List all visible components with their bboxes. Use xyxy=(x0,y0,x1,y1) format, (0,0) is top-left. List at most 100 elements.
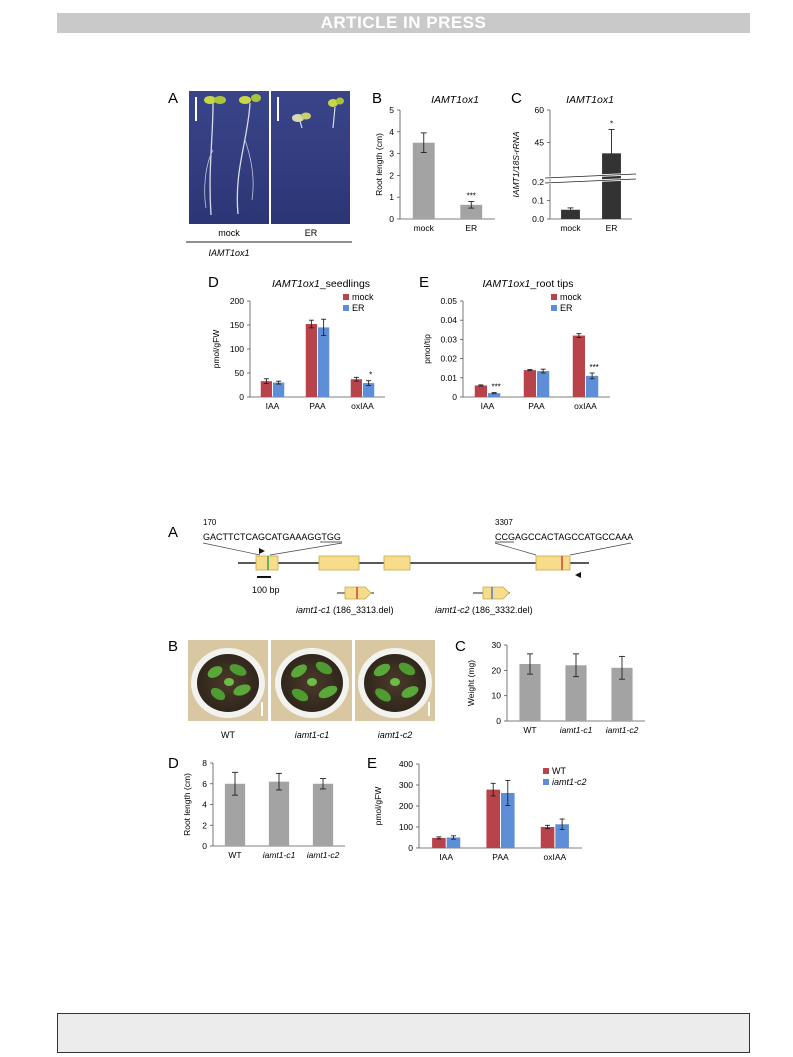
y-tick-label: 0.04 xyxy=(440,315,457,325)
bar xyxy=(460,204,483,219)
callout-line xyxy=(202,542,261,556)
bar xyxy=(540,827,555,848)
y-tick-label: 0.2 xyxy=(532,177,544,187)
bar xyxy=(363,383,375,397)
legend-label: WT xyxy=(552,766,566,776)
genotype-label: IAMT1ox1 xyxy=(208,248,249,258)
fig2-panel-a: A 170 GACTTCTCAGCATGAAAGGTGG 3307 CCGAGC… xyxy=(168,518,633,615)
bar xyxy=(260,381,272,397)
bar xyxy=(611,667,633,721)
leaf xyxy=(328,99,338,107)
callout-line xyxy=(569,542,632,556)
y-tick-label: 1 xyxy=(389,192,394,202)
y-tick-label: 0.1 xyxy=(532,196,544,206)
y-tick-label: 0 xyxy=(408,843,413,853)
mock-seedling-photo xyxy=(189,91,269,224)
panel-letter: A xyxy=(168,524,178,541)
panel-letter-b: B xyxy=(372,90,382,107)
y-tick-label: 50 xyxy=(235,368,245,378)
x-tick-label: WT xyxy=(523,725,536,735)
panel-letter-e: E xyxy=(419,274,429,291)
y-axis-label: pmol/tip xyxy=(422,334,432,364)
x-tick-label: iamt1-c1 xyxy=(263,850,296,860)
y-tick-label: 0 xyxy=(239,392,244,402)
bar xyxy=(501,792,515,848)
chart-title: IAMT1ox1 xyxy=(566,94,614,106)
callout-line xyxy=(494,542,537,556)
significance-label: *** xyxy=(589,363,598,372)
y-tick-label: 60 xyxy=(535,105,545,115)
x-tick-label: PAA xyxy=(492,852,509,862)
fig2-panel-b: B xyxy=(168,638,435,740)
wt-label: WT xyxy=(221,730,235,740)
bar xyxy=(412,142,435,219)
root-line xyxy=(204,149,214,209)
chart-title: IAMT1ox1 xyxy=(431,94,479,106)
legend-swatch xyxy=(551,305,557,311)
x-tick-label: iamt1-c1 xyxy=(560,725,593,735)
x-tick-label: IAA xyxy=(266,401,280,411)
y-tick-label: 0 xyxy=(389,214,394,224)
x-tick-label: PAA xyxy=(309,401,326,411)
bar xyxy=(305,324,317,397)
allele1-model xyxy=(344,586,372,600)
chart-f2d: 0 2 4 6 8 WT iamt1-c1 iamt1-c2 Root length (cm) xyxy=(182,758,345,860)
y-tick-label: 300 xyxy=(399,780,413,790)
significance-label: *** xyxy=(467,192,476,201)
chart-f1c: 0.0 0.1 0.2 45 60 mock ER * IAMT1/18S-rRNA IAMT1o… xyxy=(511,94,637,233)
y-tick-label: 45 xyxy=(535,138,545,148)
axis-break-mark xyxy=(544,173,637,179)
er-seedling-photo xyxy=(271,91,350,224)
legend-label: ER xyxy=(352,303,365,313)
x-tick-label: WT xyxy=(228,850,241,860)
y-tick-label: 2 xyxy=(202,820,207,830)
x-tick-label: mock xyxy=(414,223,435,233)
y-tick-label: 10 xyxy=(492,691,502,701)
legend-label: mock xyxy=(352,292,374,302)
y-tick-label: 4 xyxy=(389,127,394,137)
y-tick-label: 0 xyxy=(496,716,501,726)
footer-box xyxy=(57,1013,750,1053)
x-tick-label: oxIAA xyxy=(574,401,597,411)
y-tick-label: 3 xyxy=(389,149,394,159)
bar xyxy=(537,371,550,397)
legend-label: iamt1-c2 xyxy=(552,777,587,787)
chart-f1b: 0 1 2 3 4 5 mock ER *** Root length (cm) IAMT1ox1 xyxy=(374,94,495,233)
seq-left-position: 170 xyxy=(203,518,217,527)
y-tick-label: 0.02 xyxy=(440,354,457,364)
bar xyxy=(586,375,599,397)
x-tick-label: oxIAA xyxy=(351,401,374,411)
significance-label: *** xyxy=(491,383,500,392)
bar xyxy=(474,385,487,397)
y-axis-label: Root length (cm) xyxy=(182,773,192,836)
primer-arrow-icon xyxy=(259,548,265,554)
seq-right-position: 3307 xyxy=(495,518,513,527)
x-tick-label: oxIAA xyxy=(543,852,566,862)
iamt1-c1-rosette-photo xyxy=(271,640,352,721)
leaf xyxy=(239,96,251,104)
exon-4 xyxy=(535,555,571,571)
panel-letter-e: E xyxy=(367,755,377,772)
bar xyxy=(572,335,585,397)
y-tick-label: 200 xyxy=(399,801,413,811)
x-tick-label: ER xyxy=(606,223,618,233)
y-axis-label: IAMT1/18S-rRNA xyxy=(511,131,521,197)
bar xyxy=(523,370,536,397)
y-tick-label: 4 xyxy=(202,800,207,810)
legend-label: mock xyxy=(560,292,582,302)
x-tick-label: IAA xyxy=(481,401,495,411)
chart-title: IAMT1ox1_root tips xyxy=(482,278,573,290)
y-axis-label: pmol/gFW xyxy=(211,330,221,369)
fig1-panel-a: A mock ER IAMT1ox1 xyxy=(168,90,352,258)
legend-swatch xyxy=(343,294,349,300)
panel-letter-d: D xyxy=(208,274,219,291)
y-tick-label: 0 xyxy=(452,392,457,402)
seq-right: CCGAGCCACTAGCCATGCCAAA xyxy=(495,532,633,542)
iamt1-c2-label: iamt1-c2 xyxy=(378,730,413,740)
significance-label: * xyxy=(610,120,613,129)
callout-line xyxy=(269,542,343,556)
bar xyxy=(312,783,334,846)
legend-swatch xyxy=(343,305,349,311)
